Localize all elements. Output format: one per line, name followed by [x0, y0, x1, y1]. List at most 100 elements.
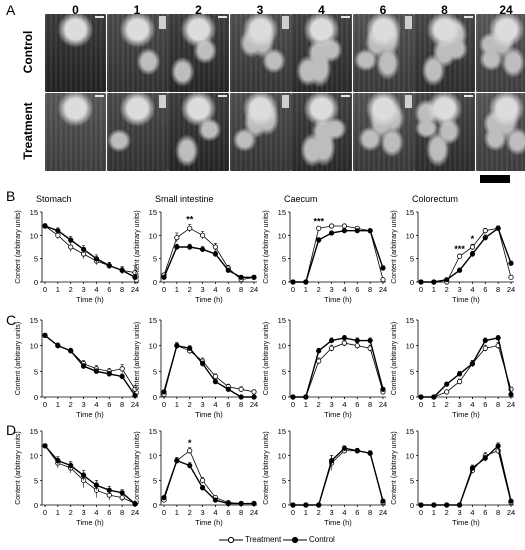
data-point-treatment — [341, 223, 348, 229]
data-point-control — [55, 228, 61, 234]
x-tick-label: 1 — [56, 508, 60, 517]
x-tick-label: 1 — [432, 285, 436, 294]
y-tick-label: 15 — [30, 316, 38, 325]
x-tick-label: 4 — [213, 508, 217, 517]
data-point-control — [119, 490, 125, 496]
x-tick-label: 24 — [131, 508, 139, 517]
x-tick-label: 2 — [445, 508, 449, 517]
y-tick-label: 10 — [278, 231, 286, 240]
y-tick-label: 0 — [153, 501, 157, 510]
significance-mark: * — [188, 438, 192, 448]
data-point-control — [431, 394, 437, 400]
data-point-control — [456, 267, 463, 273]
x-tick-label: 0 — [419, 285, 423, 294]
data-point-control — [238, 500, 244, 507]
x-tick-label: 8 — [120, 285, 124, 294]
data-point-control — [431, 279, 437, 285]
data-point-control — [469, 465, 476, 471]
x-tick-label: 3 — [200, 508, 204, 517]
y-tick-label: 0 — [410, 393, 414, 402]
legend-control-label: Control — [309, 535, 335, 544]
data-point-control — [380, 498, 386, 504]
y-axis-label: Content (arbitrary units) — [15, 322, 22, 396]
x-tick-label: 8 — [120, 400, 124, 409]
x-tick-label: 4 — [470, 508, 474, 517]
x-tick-label: 1 — [175, 400, 179, 409]
y-tick-label: 5 — [34, 476, 38, 485]
y-tick-label: 0 — [282, 393, 286, 402]
x-axis-label: Time (h) — [324, 295, 352, 304]
data-point-control — [495, 225, 501, 231]
data-point-treatment — [328, 345, 335, 351]
data-point-control — [456, 502, 463, 508]
y-tick-label: 15 — [30, 208, 38, 217]
x-tick-label: 24 — [507, 508, 515, 517]
data-point-control — [482, 235, 488, 241]
y-tick-label: 5 — [410, 476, 414, 485]
data-point-control — [93, 368, 100, 374]
data-point-treatment — [380, 277, 386, 283]
x-tick-label: 4 — [213, 285, 217, 294]
data-point-treatment — [68, 244, 74, 250]
data-point-control — [42, 332, 48, 338]
x-axis-label: Time (h) — [452, 295, 480, 304]
series-line-treatment — [293, 342, 384, 398]
data-point-control — [316, 348, 322, 354]
x-tick-label: 1 — [432, 400, 436, 409]
data-point-treatment — [508, 274, 514, 280]
y-axis-label: Content (arbitrary units) — [15, 210, 22, 284]
x-tick-label: 6 — [107, 400, 111, 409]
y-axis-label: Content (arbitrary units) — [263, 431, 270, 505]
x-tick-label: 2 — [188, 400, 192, 409]
data-point-control — [367, 228, 373, 234]
data-point-control — [132, 274, 138, 280]
xray-image — [291, 14, 352, 92]
data-point-control — [212, 497, 219, 503]
x-tick-label: 1 — [432, 508, 436, 517]
data-point-control — [341, 228, 348, 234]
x-tick-label: 2 — [69, 400, 73, 409]
data-point-control — [225, 500, 231, 507]
data-point-control — [290, 279, 296, 285]
y-tick-label: 10 — [278, 342, 286, 351]
series-line-control — [421, 227, 512, 283]
x-tick-label: 2 — [445, 285, 449, 294]
series-line-control — [163, 246, 254, 279]
y-tick-label: 5 — [153, 255, 157, 264]
data-point-control — [341, 445, 348, 451]
data-point-control — [290, 502, 296, 508]
series-line-treatment — [421, 227, 512, 283]
x-tick-label: 6 — [226, 400, 230, 409]
y-axis-label: Content (arbitrary units) — [134, 210, 141, 284]
data-point-treatment — [316, 225, 322, 231]
data-point-control — [444, 502, 450, 508]
x-tick-label: 4 — [342, 285, 346, 294]
series-line-control — [163, 459, 254, 505]
y-tick-label: 10 — [30, 231, 38, 240]
data-point-control — [469, 361, 476, 367]
x-tick-label: 0 — [291, 285, 295, 294]
data-point-treatment — [55, 232, 61, 238]
xray-image — [106, 93, 168, 171]
data-point-control — [444, 381, 450, 387]
x-tick-label: 4 — [470, 285, 474, 294]
x-tick-label: 24 — [507, 285, 515, 294]
y-tick-label: 10 — [406, 342, 414, 351]
x-tick-label: 3 — [457, 400, 461, 409]
x-tick-label: 0 — [162, 400, 166, 409]
xray-image — [229, 14, 291, 92]
x-tick-label: 3 — [329, 285, 333, 294]
data-point-control — [68, 348, 74, 354]
x-axis-label: Time (h) — [76, 410, 104, 419]
series-line-control — [293, 229, 384, 283]
x-axis-label: Time (h) — [452, 410, 480, 419]
data-point-control — [495, 335, 501, 341]
x-tick-label: 0 — [43, 508, 47, 517]
data-point-control — [199, 361, 206, 367]
data-point-control — [456, 371, 463, 377]
x-tick-label: 6 — [483, 400, 487, 409]
x-tick-label: 8 — [120, 508, 124, 517]
y-tick-label: 0 — [34, 278, 38, 287]
y-tick-label: 0 — [153, 393, 157, 402]
data-point-control — [380, 265, 386, 271]
